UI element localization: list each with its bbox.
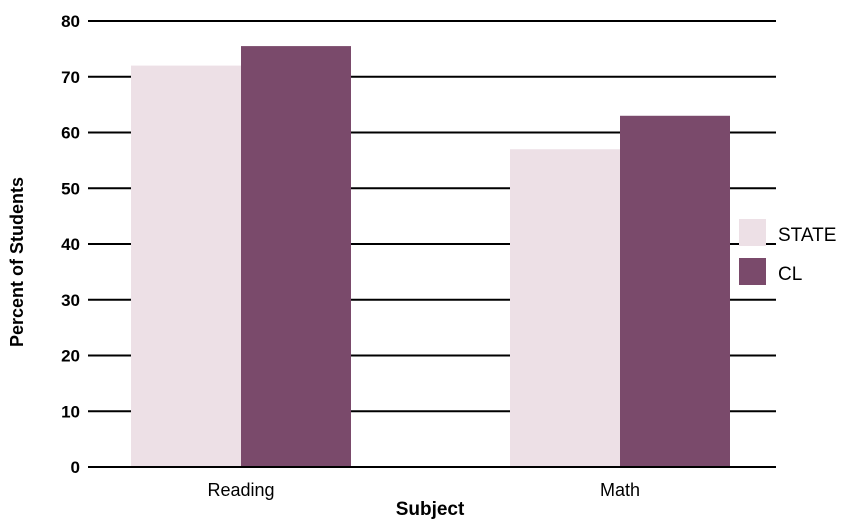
y-tick-label: 10: [61, 402, 80, 421]
x-axis-label: Subject: [396, 499, 465, 520]
x-axis-ticks: Reading Math: [88, 466, 776, 500]
y-tick-label: 40: [61, 235, 80, 254]
bar-state-math: [510, 149, 620, 467]
y-axis-ticks: 0 10 20 30 40 50 60 70 80: [61, 12, 80, 477]
y-tick-label: 30: [61, 291, 80, 310]
bar-cl-reading: [241, 46, 351, 468]
legend-swatch-state: [739, 219, 766, 246]
y-tick-label: 60: [61, 124, 80, 143]
y-tick-label: 20: [61, 347, 80, 366]
legend: STATE CL: [739, 219, 836, 285]
legend-swatch-cl: [739, 258, 766, 285]
bar-state-reading: [131, 65, 241, 467]
legend-label: STATE: [778, 225, 836, 246]
y-tick-label: 70: [61, 68, 80, 87]
y-axis-label: Percent of Students: [7, 177, 27, 347]
legend-label: CL: [778, 264, 802, 285]
bar-cl-math: [620, 115, 730, 468]
y-tick-label: 0: [71, 458, 80, 477]
y-tick-label: 80: [61, 12, 80, 31]
bars: [131, 46, 730, 468]
y-tick-label: 50: [61, 179, 80, 198]
x-tick-label: Math: [600, 480, 640, 500]
x-tick-label: Reading: [207, 480, 274, 500]
